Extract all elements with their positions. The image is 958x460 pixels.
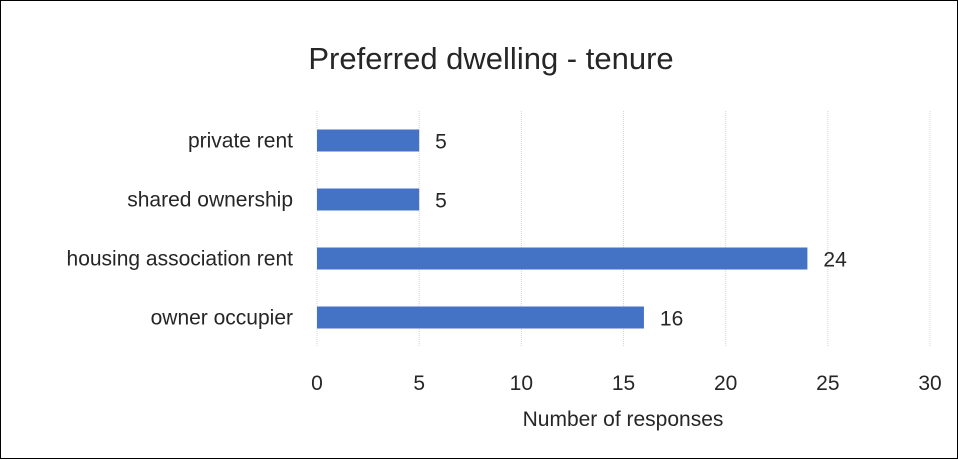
data-label: 16 [660, 308, 683, 331]
x-tick-label: 10 [510, 372, 533, 395]
bar [317, 247, 808, 270]
x-tick-label: 30 [918, 372, 941, 395]
data-labels: 5 5 24 16 [435, 131, 847, 331]
x-tick-label: 5 [413, 372, 425, 395]
bar [317, 188, 420, 211]
x-tick-label: 0 [311, 372, 323, 395]
bars [317, 129, 808, 329]
data-label: 5 [435, 190, 447, 213]
category-label: shared ownership [127, 189, 293, 212]
x-tick-label: 20 [714, 372, 737, 395]
x-tick-label: 15 [612, 372, 635, 395]
x-tick-label: 25 [816, 372, 839, 395]
category-label: owner occupier [151, 307, 293, 330]
bar [317, 306, 644, 329]
bar [317, 129, 420, 152]
x-axis-title: Number of responses [523, 408, 724, 431]
data-label: 24 [823, 249, 847, 272]
category-label: housing association rent [67, 248, 294, 271]
category-labels: private rent shared ownership housing asso… [67, 130, 294, 330]
x-tick-labels: 0 5 10 15 20 25 30 [311, 372, 942, 395]
data-label: 5 [435, 131, 447, 154]
category-label: private rent [188, 130, 293, 153]
chart-title: Preferred dwelling - tenure [308, 41, 673, 76]
